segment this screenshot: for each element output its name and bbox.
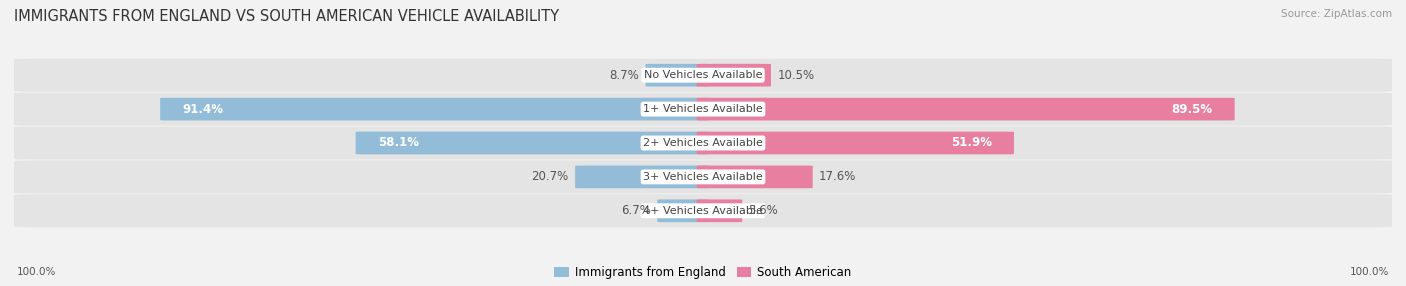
Text: 2+ Vehicles Available: 2+ Vehicles Available xyxy=(643,138,763,148)
Text: 10.5%: 10.5% xyxy=(778,69,814,82)
FancyBboxPatch shape xyxy=(696,64,770,87)
Text: 100.0%: 100.0% xyxy=(1350,267,1389,277)
Text: 8.7%: 8.7% xyxy=(609,69,640,82)
Text: 20.7%: 20.7% xyxy=(531,170,569,183)
Text: 51.9%: 51.9% xyxy=(950,136,991,150)
Text: 3+ Vehicles Available: 3+ Vehicles Available xyxy=(643,172,763,182)
Text: 4+ Vehicles Available: 4+ Vehicles Available xyxy=(643,206,763,216)
FancyBboxPatch shape xyxy=(696,132,1014,154)
Text: 5.6%: 5.6% xyxy=(748,204,779,217)
Text: No Vehicles Available: No Vehicles Available xyxy=(644,70,762,80)
FancyBboxPatch shape xyxy=(575,166,710,188)
Text: 91.4%: 91.4% xyxy=(183,103,224,116)
Text: 100.0%: 100.0% xyxy=(17,267,56,277)
Text: Source: ZipAtlas.com: Source: ZipAtlas.com xyxy=(1281,9,1392,19)
Text: 58.1%: 58.1% xyxy=(378,136,419,150)
FancyBboxPatch shape xyxy=(7,127,1399,159)
FancyBboxPatch shape xyxy=(356,132,710,154)
FancyBboxPatch shape xyxy=(7,59,1399,92)
Legend: Immigrants from England, South American: Immigrants from England, South American xyxy=(550,261,856,283)
FancyBboxPatch shape xyxy=(7,160,1399,193)
FancyBboxPatch shape xyxy=(696,98,1234,120)
FancyBboxPatch shape xyxy=(657,199,710,222)
FancyBboxPatch shape xyxy=(645,64,710,87)
FancyBboxPatch shape xyxy=(7,93,1399,126)
FancyBboxPatch shape xyxy=(696,199,742,222)
FancyBboxPatch shape xyxy=(7,194,1399,227)
Text: 17.6%: 17.6% xyxy=(820,170,856,183)
Text: 1+ Vehicles Available: 1+ Vehicles Available xyxy=(643,104,763,114)
Text: 89.5%: 89.5% xyxy=(1171,103,1212,116)
FancyBboxPatch shape xyxy=(160,98,710,120)
Text: 6.7%: 6.7% xyxy=(621,204,651,217)
FancyBboxPatch shape xyxy=(696,166,813,188)
Text: IMMIGRANTS FROM ENGLAND VS SOUTH AMERICAN VEHICLE AVAILABILITY: IMMIGRANTS FROM ENGLAND VS SOUTH AMERICA… xyxy=(14,9,560,23)
